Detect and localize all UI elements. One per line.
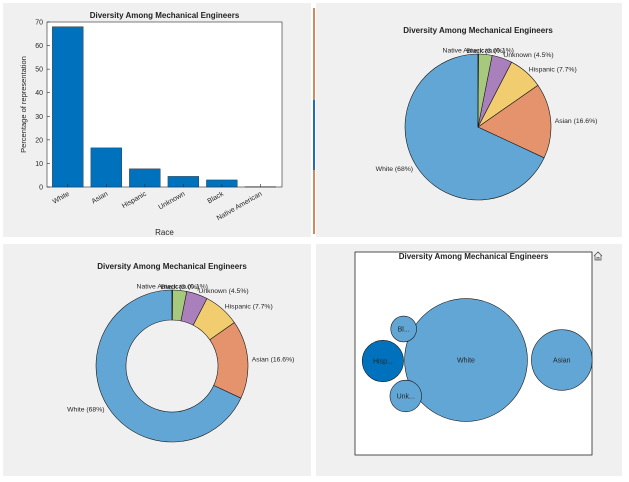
bubble-hisp <box>361 340 404 382</box>
slice-white-68 <box>404 53 545 201</box>
bubble-label: Unk... <box>397 394 415 401</box>
slice-white-68 <box>95 289 242 443</box>
slice-label: Native American (0.1%) <box>137 284 208 291</box>
x-tick-label: White <box>52 191 71 206</box>
pie-chart-panel: Diversity Among Mechanical Engineers Whit… <box>316 3 622 237</box>
slice-label: White (68%) <box>376 166 413 173</box>
y-axis-label: Percentage of representation <box>19 56 28 153</box>
x-tick-label: Unknown <box>158 191 187 212</box>
donut-chart: Diversity Among Mechanical Engineers Whit… <box>67 262 295 443</box>
y-tick-label: 50 <box>35 67 43 74</box>
bubble-chart-panel: Diversity Among Mechanical Engineers Whit… <box>316 244 622 476</box>
bubble-label: Asian <box>553 358 571 365</box>
slice-label: White (68%) <box>67 407 104 414</box>
chart-title: Diversity Among Mechanical Engineers <box>403 26 553 35</box>
donut-chart-panel: Diversity Among Mechanical Engineers Whit… <box>3 244 311 476</box>
slice-label: Hispanic (7.7%) <box>529 67 577 74</box>
y-tick-label: 0 <box>39 185 43 192</box>
panel-divider-accent <box>313 100 315 170</box>
y-tick-label: 10 <box>35 161 43 168</box>
x-tick-label: Asian <box>91 191 110 206</box>
slice-label: Unknown (4.5%) <box>198 288 248 295</box>
plot-area <box>46 21 283 188</box>
bubble-chart: Diversity Among Mechanical Engineers Whit… <box>354 251 603 456</box>
y-tick-label: 60 <box>35 43 43 50</box>
pie-chart: Diversity Among Mechanical Engineers Whit… <box>376 26 598 201</box>
y-tick-label: 20 <box>35 137 43 144</box>
x-axis-label: Race <box>155 228 174 237</box>
slice-label: Hispanic (7.7%) <box>225 303 273 310</box>
y-tick-label: 30 <box>35 114 43 121</box>
bar-white <box>52 26 84 188</box>
bar-asian <box>90 147 122 188</box>
y-tick-label: 70 <box>35 20 43 27</box>
bubble-label: White <box>457 358 475 365</box>
x-tick-label: Hispanic <box>121 190 148 210</box>
slice-label: Black (3.0%) <box>161 284 200 291</box>
bubble-unk <box>389 379 422 413</box>
slice-label: Black (3.0%) <box>466 48 505 55</box>
chart-title: Diversity Among Mechanical Engineers <box>399 252 549 261</box>
y-tick-label: 40 <box>35 90 43 97</box>
slice-asian-16-6 <box>477 84 552 159</box>
bubble-asian <box>531 329 593 391</box>
chart-title: Diversity Among Mechanical Engineers <box>97 262 247 271</box>
x-tick-label: Black <box>207 190 226 205</box>
slice-label: Unknown (4.5%) <box>503 52 553 59</box>
bubble-label: Bl... <box>398 327 410 334</box>
home-icon <box>593 251 603 261</box>
bubble-white <box>404 298 528 422</box>
slice-label: Asian (16.6%) <box>252 357 295 364</box>
bar-chart-panel: Diversity Among Mechanical Engineers 0 10 2… <box>3 3 311 237</box>
bar-chart: Diversity Among Mechanical Engineers 0 10 2… <box>19 11 283 237</box>
slice-label: Asian (16.6%) <box>555 118 598 125</box>
bubble-label: Hisp... <box>373 359 393 366</box>
slice-label: Native American (0.1%) <box>443 48 514 55</box>
bubble-bl <box>390 315 417 343</box>
chart-title: Diversity Among Mechanical Engineers <box>90 11 240 20</box>
